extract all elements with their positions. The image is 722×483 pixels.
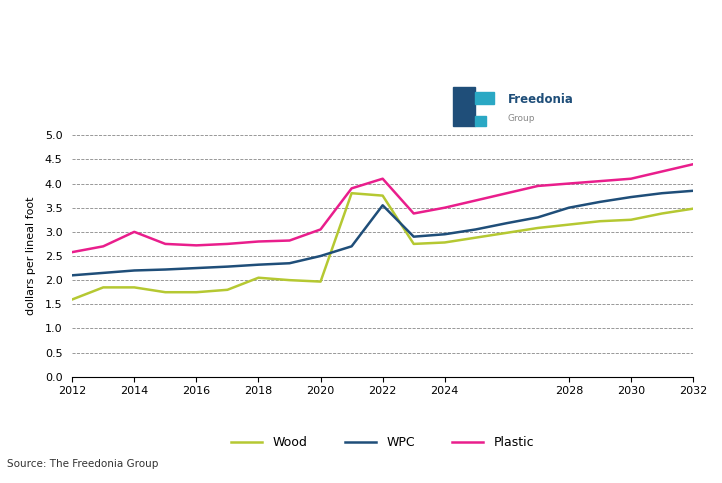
Text: Figure 3-8.
Selected Decking Prices,
2012, 2017, 2022, 2027, & 2032
(dollars per: Figure 3-8. Selected Decking Prices, 201… (11, 4, 238, 71)
Text: Freedonia: Freedonia (508, 93, 574, 105)
Bar (453, 87, 475, 126)
Bar (475, 116, 486, 126)
Legend: Wood, WPC, Plastic: Wood, WPC, Plastic (226, 431, 539, 455)
Text: Group: Group (508, 114, 536, 123)
Text: Source: The Freedonia Group: Source: The Freedonia Group (7, 458, 159, 469)
Bar (475, 92, 495, 104)
Y-axis label: dollars per lineal foot: dollars per lineal foot (27, 197, 36, 315)
